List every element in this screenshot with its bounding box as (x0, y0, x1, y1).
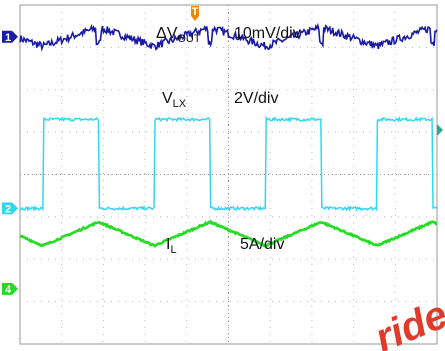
channel-marker-number: 2 (5, 203, 11, 215)
trigger-marker-label: T (192, 6, 199, 18)
svg-text:ΔVOUT: ΔVOUT (156, 25, 201, 45)
vout-trace (19, 22, 438, 52)
vlx-label: VLX (162, 90, 187, 110)
channel-marker-number: 1 (5, 32, 11, 44)
il-scale: 5A/div (240, 236, 284, 253)
il-label: IL (166, 236, 177, 256)
channel-marker-shape (2, 282, 18, 295)
vlx-label-main: V (162, 90, 173, 107)
il-label-sub: L (170, 244, 176, 256)
svg-text:IL: IL (166, 236, 177, 256)
graticule (19, 4, 438, 345)
il-label-main: I (166, 236, 170, 253)
svg-text:VLX: VLX (162, 90, 187, 110)
vout-label: ΔVOUT (156, 25, 201, 45)
channel-marker-shape (2, 202, 18, 215)
vlx-trace (19, 115, 438, 213)
il-trace (19, 219, 438, 248)
vlx-scale: 2V/div (234, 90, 278, 107)
trigger-marker: T (191, 6, 199, 21)
channel-marker-number: 4 (5, 284, 12, 296)
right-edge-marker (437, 124, 443, 136)
channel-marker-4: 4 (2, 282, 18, 296)
vlx-label-sub: LX (173, 98, 187, 110)
channel-markers: 1 2 4 (2, 30, 18, 296)
channel-marker-shape (2, 30, 18, 43)
channel-marker-1: 1 (2, 30, 18, 44)
channel-marker-2: 2 (2, 202, 18, 215)
vout-label-main: ΔV (156, 25, 178, 42)
waveform-traces (19, 22, 438, 248)
vout-scale: 10mV/div (234, 25, 301, 42)
vout-label-sub: OUT (177, 33, 201, 45)
